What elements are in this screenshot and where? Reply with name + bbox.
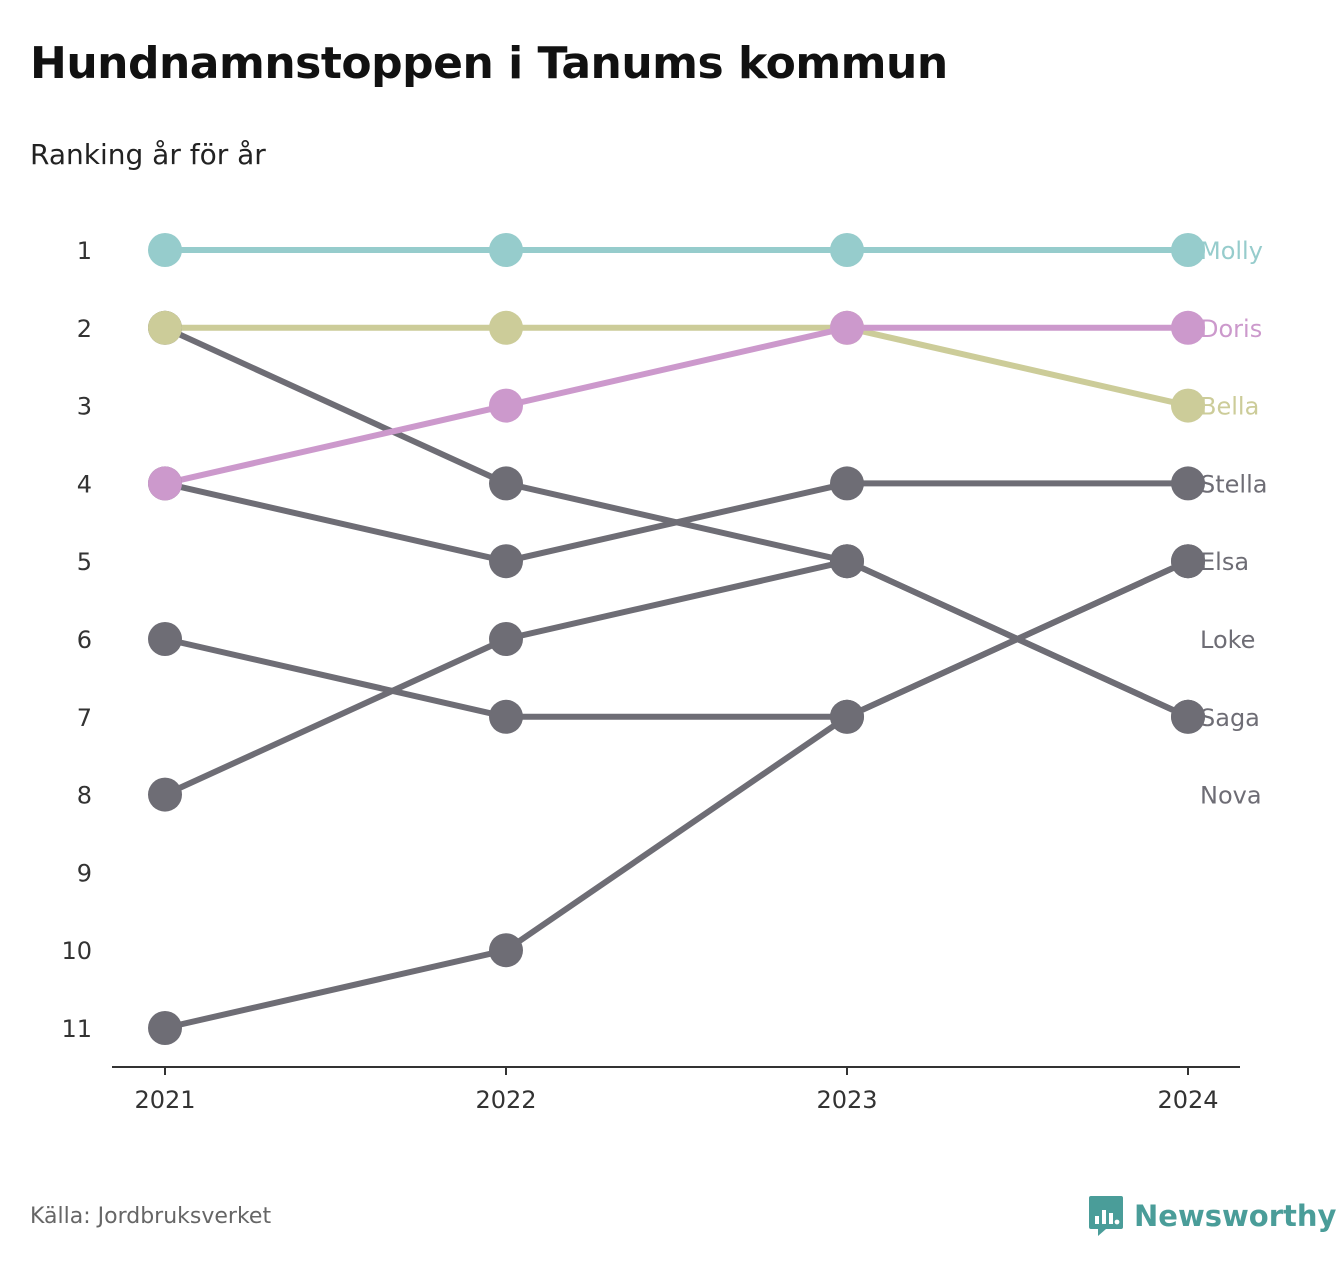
point-saga-2024 xyxy=(1171,699,1205,734)
point-bella-2022 xyxy=(489,310,523,345)
x-tick-label: 2022 xyxy=(475,1086,536,1114)
series-label-loke: Loke xyxy=(1200,626,1255,654)
brand-logo[interactable]: Newsworthy xyxy=(1088,1194,1336,1238)
point-saga-2022 xyxy=(489,466,523,501)
point-nova-2021 xyxy=(148,777,182,812)
source-note: Källa: Jordbruksverket xyxy=(30,1204,272,1229)
point-elsa-2022 xyxy=(489,933,523,968)
x-tick-label: 2021 xyxy=(134,1086,195,1114)
chart-subtitle: Ranking år för år xyxy=(30,138,266,171)
chart-title: Hundnamnstoppen i Tanums kommun xyxy=(30,38,948,89)
brand-name: Newsworthy xyxy=(1134,1199,1337,1233)
series-line-elsa xyxy=(162,558,1191,1031)
series-line-bella xyxy=(162,324,1191,409)
series-label-saga: Saga xyxy=(1200,704,1260,732)
point-stella-2022 xyxy=(489,544,523,579)
point-bella-2021 xyxy=(148,310,182,345)
point-nova-2022 xyxy=(489,622,523,656)
series-labels: Molly Doris Bella Stella Elsa Loke Saga Nova xyxy=(1200,237,1267,810)
y-tick-label: 1 xyxy=(77,237,92,265)
y-tick-label: 2 xyxy=(77,315,92,343)
point-doris-2023 xyxy=(830,310,864,345)
point-stella-2024 xyxy=(1171,466,1205,501)
series-label-nova: Nova xyxy=(1200,782,1262,810)
y-tick-label: 7 xyxy=(77,704,92,732)
y-tick-label: 5 xyxy=(77,548,92,576)
y-tick-label: 8 xyxy=(77,782,92,810)
point-loke-2021 xyxy=(148,622,182,656)
point-molly-2023 xyxy=(830,233,864,267)
bar-chart-speech-bubble-icon xyxy=(1089,1196,1123,1236)
series-label-elsa: Elsa xyxy=(1200,548,1249,576)
point-stella-2023 xyxy=(830,466,864,501)
y-tick-label: 3 xyxy=(77,393,92,421)
point-doris-2024 xyxy=(1171,310,1205,345)
point-doris-2022 xyxy=(489,388,523,423)
point-molly-2022 xyxy=(489,233,523,267)
y-tick-label: 10 xyxy=(61,937,92,965)
point-saga-2023 xyxy=(830,544,864,579)
series-line-doris xyxy=(162,324,1191,487)
x-tick-label: 2023 xyxy=(816,1086,877,1114)
series-label-stella: Stella xyxy=(1200,470,1267,498)
point-doris-2021 xyxy=(148,466,182,501)
y-axis-ticks: 1 2 3 4 5 6 7 8 9 10 11 xyxy=(61,237,92,1043)
series-points xyxy=(148,233,1205,1045)
point-elsa-2023 xyxy=(830,699,864,734)
series-line-stella xyxy=(162,480,1191,565)
series-lines xyxy=(162,247,1191,1031)
y-tick-label: 4 xyxy=(77,470,92,498)
point-elsa-2021 xyxy=(148,1011,182,1045)
point-loke-2022 xyxy=(489,699,523,734)
point-bella-2024 xyxy=(1171,388,1205,423)
series-line-loke xyxy=(162,558,1191,720)
point-molly-2024 xyxy=(1171,233,1205,267)
series-label-molly: Molly xyxy=(1200,237,1263,265)
y-tick-label: 11 xyxy=(61,1015,92,1043)
series-line-nova xyxy=(162,558,1191,798)
y-tick-label: 6 xyxy=(77,626,92,654)
point-molly-2021 xyxy=(148,233,182,267)
y-tick-label: 9 xyxy=(77,859,92,887)
series-label-doris: Doris xyxy=(1200,315,1262,343)
series-label-bella: Bella xyxy=(1200,393,1259,421)
x-tick-label: 2024 xyxy=(1157,1086,1218,1114)
x-axis: 2021 2022 2023 2024 xyxy=(112,1066,1240,1114)
point-elsa-2024 xyxy=(1171,544,1205,579)
